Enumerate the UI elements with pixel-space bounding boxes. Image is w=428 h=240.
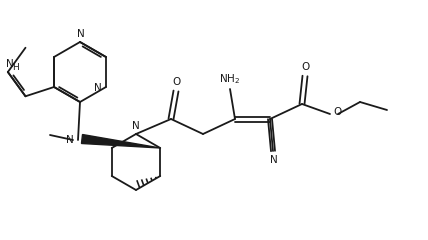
Text: N: N <box>77 29 85 39</box>
Text: N: N <box>132 121 140 131</box>
Text: O: O <box>173 77 181 87</box>
Text: H: H <box>12 62 19 72</box>
Text: N: N <box>66 135 74 145</box>
Text: O: O <box>334 107 342 117</box>
Text: N: N <box>270 155 278 165</box>
Text: N: N <box>6 59 14 69</box>
Text: NH$_2$: NH$_2$ <box>220 72 241 86</box>
Text: O: O <box>302 62 310 72</box>
Text: N: N <box>94 83 102 93</box>
Polygon shape <box>81 135 160 148</box>
